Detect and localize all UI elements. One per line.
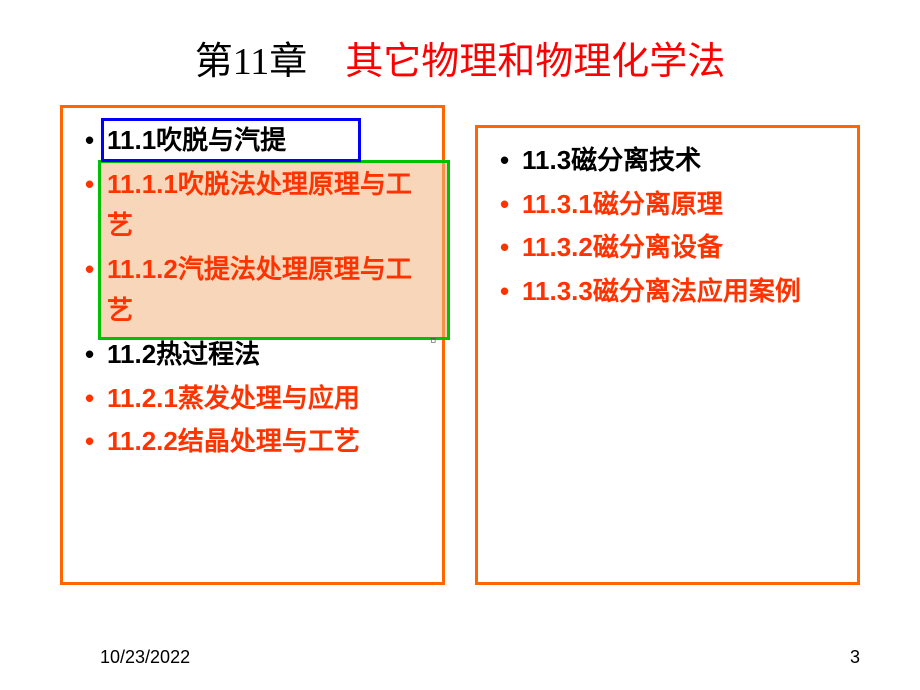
columns: 11.1吹脱与汽提 11.1.1吹脱法处理原理与工艺 11.1.2汽提法处理原理… (40, 105, 880, 585)
list-item: 11.2热过程法 (77, 334, 432, 376)
right-column: 11.3磁分离技术 11.3.1磁分离原理 11.3.2磁分离设备 11.3.3… (475, 125, 860, 585)
list-item: 11.1.1吹脱法处理原理与工艺 (77, 164, 432, 247)
list-item: 11.2.2结晶处理与工艺 (77, 421, 432, 463)
left-column: 11.1吹脱与汽提 11.1.1吹脱法处理原理与工艺 11.1.2汽提法处理原理… (60, 105, 445, 585)
title-main: 其它物理和物理化学法 (345, 41, 725, 83)
right-list: 11.3磁分离技术 11.3.1磁分离原理 11.3.2磁分离设备 11.3.3… (492, 140, 847, 312)
list-item: 11.3.3磁分离法应用案例 (492, 271, 847, 313)
footer-date: 10/23/2022 (100, 647, 190, 668)
list-item: 11.1.2汽提法处理原理与工艺 (77, 249, 432, 332)
list-item: 11.3.2磁分离设备 (492, 227, 847, 269)
slide: 第11章 其它物理和物理化学法 11.1吹脱与汽提 11.1.1吹脱法处理原理与… (0, 0, 920, 690)
list-item: 11.1吹脱与汽提 (77, 120, 432, 162)
list-item: 11.2.1蒸发处理与应用 (77, 378, 432, 420)
slide-title: 第11章 其它物理和物理化学法 (40, 30, 880, 85)
center-marker-icon: ▫ (430, 330, 436, 351)
title-prefix: 第11章 (195, 41, 308, 83)
list-item: 11.3.1磁分离原理 (492, 184, 847, 226)
footer-page-number: 3 (850, 647, 860, 668)
list-item: 11.3磁分离技术 (492, 140, 847, 182)
left-list: 11.1吹脱与汽提 11.1.1吹脱法处理原理与工艺 11.1.2汽提法处理原理… (77, 120, 432, 463)
title-spacer (307, 41, 345, 83)
